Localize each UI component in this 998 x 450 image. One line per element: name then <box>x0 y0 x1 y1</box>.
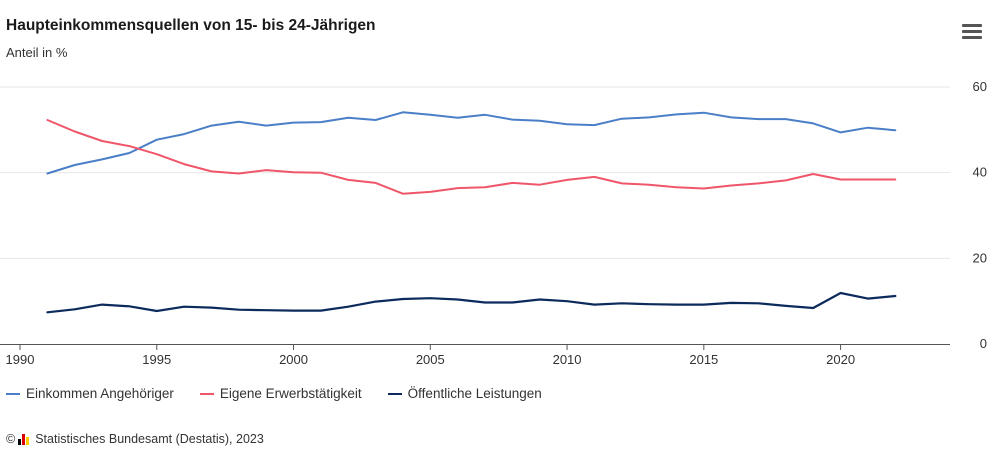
x-tick-label: 2000 <box>279 352 308 367</box>
logo-bar <box>18 438 22 445</box>
x-tick-label: 2005 <box>416 352 445 367</box>
legend-label: Öffentliche Leistungen <box>407 386 542 401</box>
legend-swatch <box>387 392 402 395</box>
destatis-logo-icon <box>18 433 30 445</box>
y-tick-label: 0 <box>980 336 987 351</box>
y-tick-label: 20 <box>973 250 987 265</box>
legend-swatch <box>6 392 20 395</box>
credits-text: Statistisches Bundesamt (Destatis), 2023 <box>35 432 264 446</box>
series-line-2 <box>46 119 897 195</box>
copyright-symbol: © <box>6 432 16 446</box>
legend-item-einkommen-angehoeriger[interactable]: Einkommen Angehöriger <box>6 386 174 401</box>
x-tick-label: 2010 <box>553 352 582 367</box>
x-tick-label: 1995 <box>142 352 171 367</box>
x-tick-label: 1990 <box>6 352 35 367</box>
x-tick-label: 2020 <box>826 352 855 367</box>
credits[interactable]: © Statistisches Bundesamt (Destatis), 20… <box>6 432 264 446</box>
legend-swatch <box>199 392 214 395</box>
chart-subtitle: Anteil in % <box>6 45 68 60</box>
legend-label: Eigene Erwerbstätigkeit <box>219 386 362 401</box>
legend-item-oeffentliche-leistungen[interactable]: Öffentliche Leistungen <box>387 386 542 401</box>
series-line-1 <box>46 111 897 175</box>
chart-legend: Einkommen Angehöriger Eigene Erwerbstäti… <box>6 386 568 401</box>
menu-bar <box>962 30 982 33</box>
legend-label: Einkommen Angehöriger <box>26 386 174 401</box>
menu-bar <box>962 24 982 27</box>
line-chart: 0 20 40 60 1990 1995 2000 2005 2010 2015 2020 <box>0 79 987 367</box>
series-line-3 <box>46 291 897 314</box>
y-tick-label: 60 <box>973 79 987 94</box>
logo-bar <box>22 433 26 445</box>
logo-bar <box>26 436 30 445</box>
y-tick-label: 40 <box>973 165 987 180</box>
menu-bar <box>962 36 982 39</box>
hamburger-menu-icon[interactable] <box>962 24 982 42</box>
chart-title: Haupteinkommensquellen von 15- bis 24-Jä… <box>6 17 376 34</box>
legend-item-eigene-erwerbstaetigkeit[interactable]: Eigene Erwerbstätigkeit <box>199 386 362 401</box>
x-tick-label: 2015 <box>689 352 718 367</box>
